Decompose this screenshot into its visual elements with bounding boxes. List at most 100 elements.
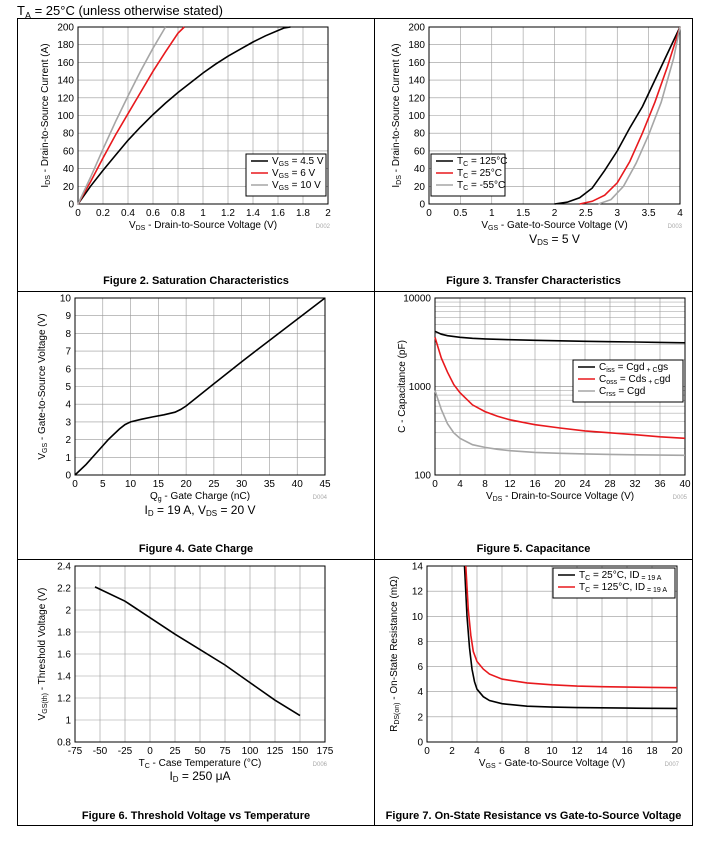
figure-caption: Figure 2. Saturation Characteristics	[103, 275, 289, 287]
y-tick-label: 1.4	[57, 672, 71, 683]
figures-grid: 0 0.2 0.4 0.6 0.8 1 1.2 1.4 1.6 1.8 2 0 20 40 60 80 100 1…	[17, 18, 693, 826]
y-tick-label: 160	[408, 58, 425, 69]
y-tick-label: 1	[65, 453, 71, 464]
series-line-0	[463, 565, 678, 710]
y-tick-label: 6	[65, 364, 71, 375]
figure-caption: Figure 7. On-State Resistance vs Gate-to…	[385, 810, 682, 822]
x-tick-label: 1.6	[271, 208, 285, 219]
x-tick-label: 24	[579, 479, 591, 490]
x-tick-label: 0.8	[171, 208, 185, 219]
y-tick-label: 40	[414, 164, 426, 175]
legend-entry: TC = 125°C	[457, 156, 507, 168]
series-line-1	[579, 26, 681, 205]
y-tick-label: 5	[65, 382, 71, 393]
y-tick-label: 180	[57, 40, 74, 51]
figure-2-saturation: 0 0.2 0.4 0.6 0.8 1 1.2 1.4 1.6 1.8 2 0 20 40 60 80 100 1…	[18, 19, 374, 291]
x-tick-label: 36	[654, 479, 666, 490]
y-tick-label: 14	[412, 562, 424, 573]
figure-code: D004	[313, 495, 328, 501]
y-tick-label: 7	[65, 347, 71, 358]
x-tick-label: 1.2	[221, 208, 235, 219]
x-tick-label: 1.5	[516, 208, 530, 219]
legend-entry: Crss = Cgd	[599, 386, 645, 398]
x-tick-label: 10	[546, 746, 558, 757]
y-tick-label: 100	[414, 471, 431, 482]
x-tick-label: 14	[596, 746, 608, 757]
y-tick-label: 0	[417, 738, 423, 749]
x-tick-label: 125	[267, 746, 284, 757]
y-tick-label: 10	[412, 612, 424, 623]
x-tick-label: 1	[489, 208, 495, 219]
series-line-1	[434, 337, 686, 440]
series-line-0	[74, 297, 326, 476]
x-tick-label: 12	[571, 746, 583, 757]
plot-frame	[434, 297, 686, 476]
x-tick-label: 8	[482, 479, 488, 490]
x-axis-label: VDS - Drain-to-Source Voltage (V)	[486, 491, 634, 503]
x-tick-label: 150	[292, 746, 309, 757]
x-tick-label: 175	[317, 746, 334, 757]
figure-4-gate-charge: 0 5 10 15 20 25 30 35 40 45 0 1 2 3 4 5 6 7 8 9 10 Qg - Gate …	[18, 292, 374, 559]
x-tick-label: 5	[100, 479, 106, 490]
x-tick-label: 4	[474, 746, 480, 757]
y-tick-label: 2.2	[57, 584, 71, 595]
y-tick-label: 20	[414, 182, 426, 193]
x-tick-label: 2	[552, 208, 558, 219]
x-tick-label: 8	[524, 746, 530, 757]
figure-6-threshold: -75 -50 -25 0 25 50 75 100 125 150 175 0.8 1 1.2 1.4 1.…	[18, 560, 374, 825]
series-line-0	[94, 586, 301, 717]
plot-frame	[426, 565, 678, 743]
x-tick-label: 25	[208, 479, 220, 490]
x-tick-label: -75	[68, 746, 83, 757]
x-tick-label: 15	[153, 479, 165, 490]
y-tick-label: 2.4	[57, 562, 71, 573]
y-tick-label: 8	[65, 329, 71, 340]
y-tick-label: 120	[408, 93, 425, 104]
x-tick-label: 2.5	[579, 208, 593, 219]
y-tick-label: 200	[57, 23, 74, 34]
y-tick-label: 1.6	[57, 650, 71, 661]
x-tick-label: -50	[93, 746, 108, 757]
series-line-0	[434, 330, 686, 344]
x-axis-label: TC - Case Temperature (°C)	[139, 758, 262, 770]
y-tick-label: 160	[57, 58, 74, 69]
x-tick-label: 40	[292, 479, 304, 490]
x-tick-label: 0	[75, 208, 81, 219]
chart-svg: -75 -50 -25 0 25 50 75 100 125 150 175 0.8 1 1.2 1.4 1.…	[37, 562, 334, 785]
y-tick-label: 20	[63, 182, 75, 193]
y-tick-label: 1	[65, 716, 71, 727]
x-tick-label: 16	[529, 479, 541, 490]
test-condition: VDS = 5 V	[529, 232, 580, 247]
chart-svg: 0 0.2 0.4 0.6 0.8 1 1.2 1.4 1.6 1.8 20204060801001…	[40, 23, 331, 233]
x-tick-label: 25	[169, 746, 181, 757]
x-tick-label: 28	[604, 479, 616, 490]
test-condition: ID = 250 μA	[169, 769, 230, 784]
x-tick-label: 2	[449, 746, 455, 757]
y-tick-label: 8	[417, 637, 423, 648]
y-tick-label: 4	[65, 400, 71, 411]
y-axis-label: VGS(th) - Threshold Voltage (V)	[37, 588, 49, 721]
plot-frame	[74, 297, 326, 476]
y-tick-label: 40	[63, 164, 75, 175]
y-axis-label: VGS - Gate-to-Source Voltage (V)	[37, 313, 49, 459]
x-tick-label: 35	[264, 479, 276, 490]
x-tick-label: 0	[147, 746, 153, 757]
figure-code: D003	[668, 224, 683, 230]
y-tick-label: 60	[414, 146, 426, 157]
y-tick-label: 0	[419, 200, 425, 211]
x-tick-label: 0.4	[121, 208, 135, 219]
y-tick-label: 60	[63, 146, 75, 157]
test-condition: ID = 19 A, VDS = 20 V	[144, 503, 255, 518]
x-tick-label: 18	[646, 746, 658, 757]
y-tick-label: 12	[412, 587, 424, 598]
legend-entry: VGS = 10 V	[272, 180, 321, 192]
grid-divider-1	[18, 291, 692, 292]
x-tick-label: 3.5	[642, 208, 656, 219]
series-line-1	[77, 26, 185, 205]
series-line-0	[77, 26, 291, 205]
x-tick-label: 100	[242, 746, 259, 757]
figure-code: D002	[316, 224, 331, 230]
figure-7-rdson: 0 2 4 6 8 10 12 14 16 18 20 0 2 4 6 8 10 12 14 VGS - Gate-t…	[375, 560, 692, 825]
legend: TC = 25°C, ID = 19 ATC = 125°C, ID = 19 …	[552, 567, 676, 599]
